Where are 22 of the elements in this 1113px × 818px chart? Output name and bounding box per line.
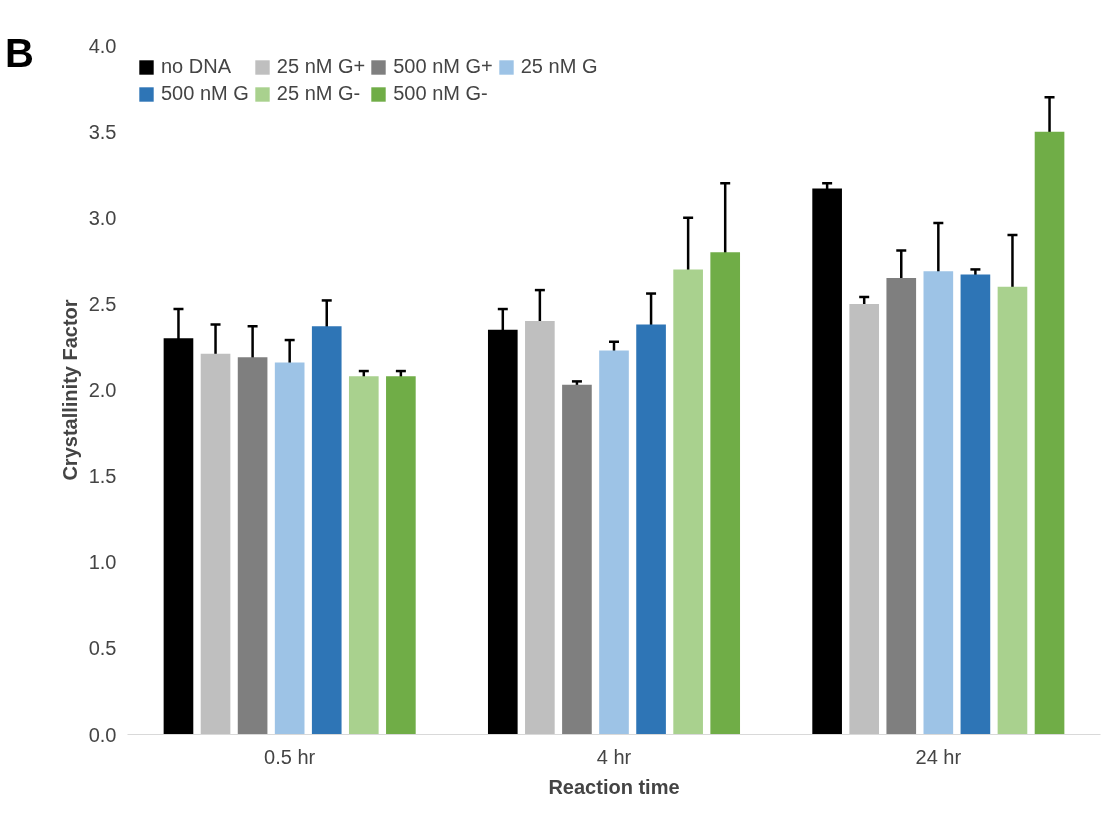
y-tick-label: 2.5 [88, 292, 117, 315]
legend-label: no DNA [161, 55, 232, 78]
legend-label: 500 nM G+ [393, 55, 493, 78]
y-tick-label: 1.5 [88, 465, 117, 488]
text: B [5, 30, 34, 77]
legend-label: 25 nM G+ [276, 55, 366, 78]
legend-label: 500 nM G [161, 82, 249, 105]
x-tick-label: 24 hr [915, 745, 962, 768]
y-tick-label: 3.5 [88, 120, 117, 143]
legend-label: 25 nM G- [276, 82, 361, 105]
x-tick-label: 4 hr [596, 745, 632, 768]
y-tick-label: 3.0 [88, 206, 117, 229]
x-tick-label: 0.5 hr [264, 745, 316, 768]
x-axis-title: Reaction time [548, 775, 680, 798]
legend-label: 25 nM G [520, 55, 598, 78]
y-tick-label: 0.0 [88, 723, 117, 746]
legend-label: 500 nM G- [393, 82, 488, 105]
y-tick-label: 1.0 [88, 551, 117, 574]
y-tick-label: 2.0 [88, 379, 117, 401]
y-tick-label: 0.5 [88, 637, 117, 660]
y-axis-title: Crystallinity Factor [58, 299, 81, 481]
y-tick-label: 4.0 [88, 34, 117, 57]
